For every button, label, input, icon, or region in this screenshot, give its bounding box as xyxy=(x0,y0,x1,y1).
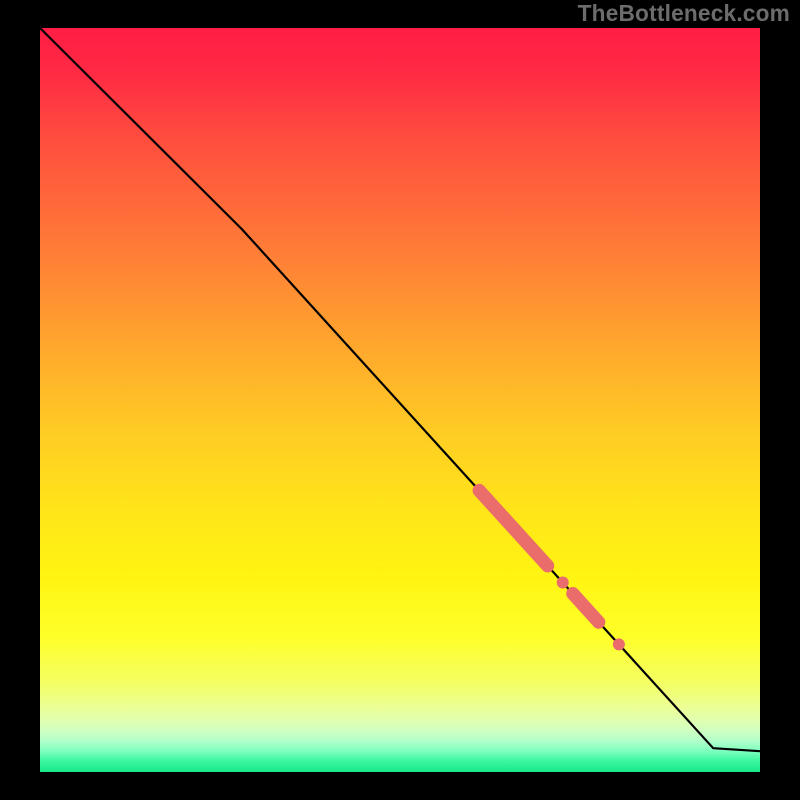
plot-area xyxy=(40,28,760,772)
watermark-text: TheBottleneck.com xyxy=(578,0,790,27)
bottleneck-chart xyxy=(0,0,800,800)
marker-dot-3 xyxy=(613,638,625,650)
chart-stage: TheBottleneck.com xyxy=(0,0,800,800)
marker-dot-1 xyxy=(557,576,569,588)
